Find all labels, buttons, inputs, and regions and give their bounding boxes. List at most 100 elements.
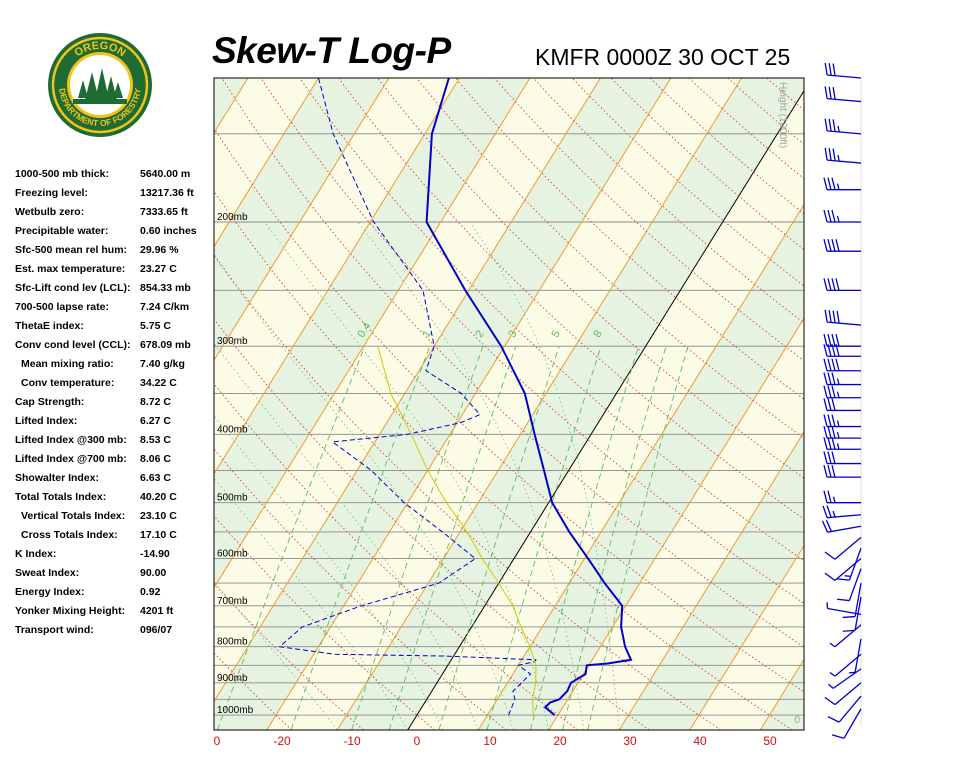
- wind-barb-feather: [823, 372, 828, 385]
- wind-barb: [827, 695, 862, 723]
- sounding-indices-panel: 1000-500 mb thick: 5640.00 m Freezing leve…: [15, 168, 215, 643]
- logo-text-top: OREGON: [72, 40, 127, 60]
- wind-barb-feather: [827, 334, 832, 347]
- wind-barb: [837, 568, 862, 602]
- plot-border: [213, 77, 805, 731]
- wind-barb-feather: [832, 119, 836, 132]
- wind-barb-feather: [831, 209, 836, 223]
- wind-barb: [824, 118, 862, 135]
- isotherm-band: [214, 78, 671, 730]
- stat-value: 4201 ft: [140, 605, 174, 617]
- stat-row: Conv temperature: 34.22 C: [15, 377, 215, 396]
- stat-row: Cap Strength: 8.72 C: [15, 396, 215, 415]
- stat-value: 8.53 C: [140, 434, 171, 446]
- mixing-ratio-line: [438, 346, 560, 730]
- stat-row: Lifted Index: 6.27 C: [15, 415, 215, 434]
- wind-barb-feather: [827, 414, 832, 427]
- dry-adiabat: [214, 254, 721, 730]
- stat-row: Lifted Index @700 mb: 8.06 C: [15, 453, 215, 472]
- wind-barb: [823, 451, 861, 465]
- stat-row: Lifted Index @300 mb: 8.53 C: [15, 434, 215, 453]
- wind-barb-feather: [831, 451, 836, 464]
- wind-barb-staff: [843, 708, 862, 739]
- wind-barb-feather: [828, 63, 832, 76]
- wind-barb-feather: [831, 239, 836, 252]
- stat-row: Yonker Mixing Height: 4201 ft: [15, 605, 215, 624]
- x-tick-label: 30: [623, 734, 637, 748]
- wind-barb-half-feather: [832, 496, 836, 503]
- wind-barb-feather: [827, 372, 832, 385]
- wind-barb-feather: [824, 62, 828, 76]
- wind-barb-feather: [823, 425, 828, 439]
- wind-barb: [823, 239, 861, 252]
- stat-value: 8.06 C: [140, 453, 171, 465]
- dry-adiabat: [454, 78, 804, 400]
- wind-barb: [829, 624, 862, 648]
- wind-barb-feather: [827, 451, 832, 464]
- wind-barb: [837, 547, 862, 581]
- stat-label: Precipitable water:: [15, 225, 109, 237]
- wind-barb-feather: [836, 310, 840, 324]
- moist-adiabat: [214, 415, 444, 730]
- wind-barb-feather: [835, 278, 840, 291]
- stat-row: 700-500 lapse rate: 7.24 C/km: [15, 301, 215, 320]
- wind-barb-staff: [848, 547, 862, 581]
- wind-barb-feather: [827, 425, 832, 439]
- dry-adiabat: [493, 78, 804, 362]
- wind-barb-feather: [828, 310, 832, 323]
- pressure-label: 600mb: [217, 549, 248, 560]
- wind-barb-staff: [848, 568, 862, 601]
- wind-barb-feather: [831, 734, 845, 739]
- stat-value: 8.72 C: [140, 396, 171, 408]
- mixing-ratio-line: [290, 346, 431, 730]
- mixing-ratio-label: 8: [591, 328, 604, 340]
- dry-adiabat: [299, 78, 804, 562]
- isotherm-line: [336, 78, 742, 730]
- stat-value: 13217.36 ft: [140, 187, 194, 199]
- wind-barb-staff: [827, 130, 862, 135]
- wind-barb-staff: [827, 321, 862, 326]
- wind-barb-feather: [827, 464, 832, 478]
- x-tick-label: 0: [414, 734, 421, 748]
- wind-barb: [823, 385, 861, 399]
- wind-barb-feather: [824, 118, 828, 131]
- wind-barb-feather: [827, 716, 840, 723]
- wind-barb: [823, 425, 861, 439]
- dry-adiabat: [338, 78, 804, 520]
- mixing-ratio-line: [486, 346, 602, 730]
- isotherm-line: [477, 203, 804, 730]
- wind-barb-feather: [832, 86, 836, 100]
- height-tick-label: 45: [789, 0, 801, 3]
- wind-barb: [831, 708, 862, 739]
- stat-value: 7.40 g/kg: [140, 358, 185, 370]
- wind-barb-staff: [834, 653, 862, 677]
- wind-barb-feather: [823, 451, 828, 464]
- stat-row: Cross Totals Index: 17.10 C: [15, 529, 215, 548]
- isotherm-line: [214, 78, 601, 703]
- chart-subtitle: KMFR 0000Z 30 OCT 25: [535, 44, 791, 70]
- stat-label: Cap Strength:: [15, 396, 85, 408]
- wetbulb-profile: [377, 346, 537, 716]
- wind-barb-feather: [824, 86, 828, 99]
- stat-value: 7333.65 ft: [140, 206, 188, 218]
- wind-barb-half-feather: [832, 510, 836, 518]
- isotherm-line: [831, 78, 960, 730]
- x-tick-label: 50: [763, 734, 777, 748]
- wind-barb: [823, 372, 861, 386]
- wind-barb-feather: [823, 414, 828, 427]
- stat-label: K Index:: [15, 548, 57, 560]
- wind-barb-feather: [831, 372, 836, 385]
- wind-barb: [823, 464, 861, 478]
- stat-value: 678.09 mb: [140, 339, 191, 351]
- stat-value: 23.27 C: [140, 263, 177, 275]
- wind-barb: [823, 177, 861, 191]
- moist-adiabat: [357, 221, 585, 730]
- wind-barb-feather: [831, 334, 836, 347]
- wind-barb: [823, 334, 861, 347]
- stat-label: Yonker Mixing Height:: [15, 605, 126, 617]
- pressure-label: 700mb: [217, 596, 248, 607]
- dewpoint-profile: [278, 78, 537, 716]
- wind-barb-half-feather: [836, 378, 840, 385]
- wind-barb-staff: [834, 536, 862, 560]
- wind-barb-feather: [842, 629, 856, 632]
